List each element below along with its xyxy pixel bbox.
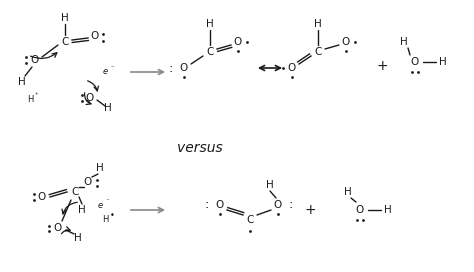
Text: :: :: [205, 199, 209, 212]
Text: O: O: [38, 192, 46, 202]
Text: O: O: [86, 93, 94, 103]
Text: H: H: [102, 215, 108, 224]
Text: H: H: [206, 19, 214, 29]
Text: O: O: [411, 57, 419, 67]
Text: :: :: [169, 61, 173, 75]
Text: ⁻: ⁻: [105, 198, 109, 204]
Text: +: +: [376, 59, 388, 73]
Text: O: O: [288, 63, 296, 73]
Text: H: H: [344, 187, 352, 197]
Text: O: O: [84, 177, 92, 187]
Text: H: H: [384, 205, 392, 215]
Text: H: H: [27, 95, 33, 104]
Text: versus: versus: [177, 141, 223, 155]
Text: O: O: [91, 31, 99, 41]
Text: O: O: [180, 63, 188, 73]
Text: H: H: [61, 13, 69, 23]
Text: C: C: [314, 47, 322, 57]
Text: O: O: [54, 223, 62, 233]
Text: :: :: [289, 199, 293, 212]
Text: H: H: [96, 163, 104, 173]
Text: O: O: [356, 205, 364, 215]
Text: H: H: [314, 19, 322, 29]
Text: C: C: [71, 187, 79, 197]
Text: H: H: [74, 233, 82, 243]
Text: H: H: [439, 57, 447, 67]
Text: H: H: [78, 205, 86, 215]
Text: ⁺: ⁺: [34, 93, 38, 99]
Text: e: e: [98, 200, 102, 209]
Text: O: O: [31, 55, 39, 65]
Text: C: C: [206, 47, 214, 57]
Text: ⁻: ⁻: [110, 65, 114, 71]
Text: O: O: [216, 200, 224, 210]
Text: H: H: [266, 180, 274, 190]
Text: O: O: [342, 37, 350, 47]
Text: O: O: [274, 200, 282, 210]
Text: e: e: [102, 67, 108, 76]
Text: H: H: [400, 37, 408, 47]
Text: •: •: [109, 212, 114, 221]
Text: O: O: [234, 37, 242, 47]
Text: H: H: [18, 77, 26, 87]
Text: H: H: [104, 103, 112, 113]
Text: +: +: [304, 203, 316, 217]
Text: C: C: [61, 37, 69, 47]
Text: C: C: [246, 215, 254, 225]
